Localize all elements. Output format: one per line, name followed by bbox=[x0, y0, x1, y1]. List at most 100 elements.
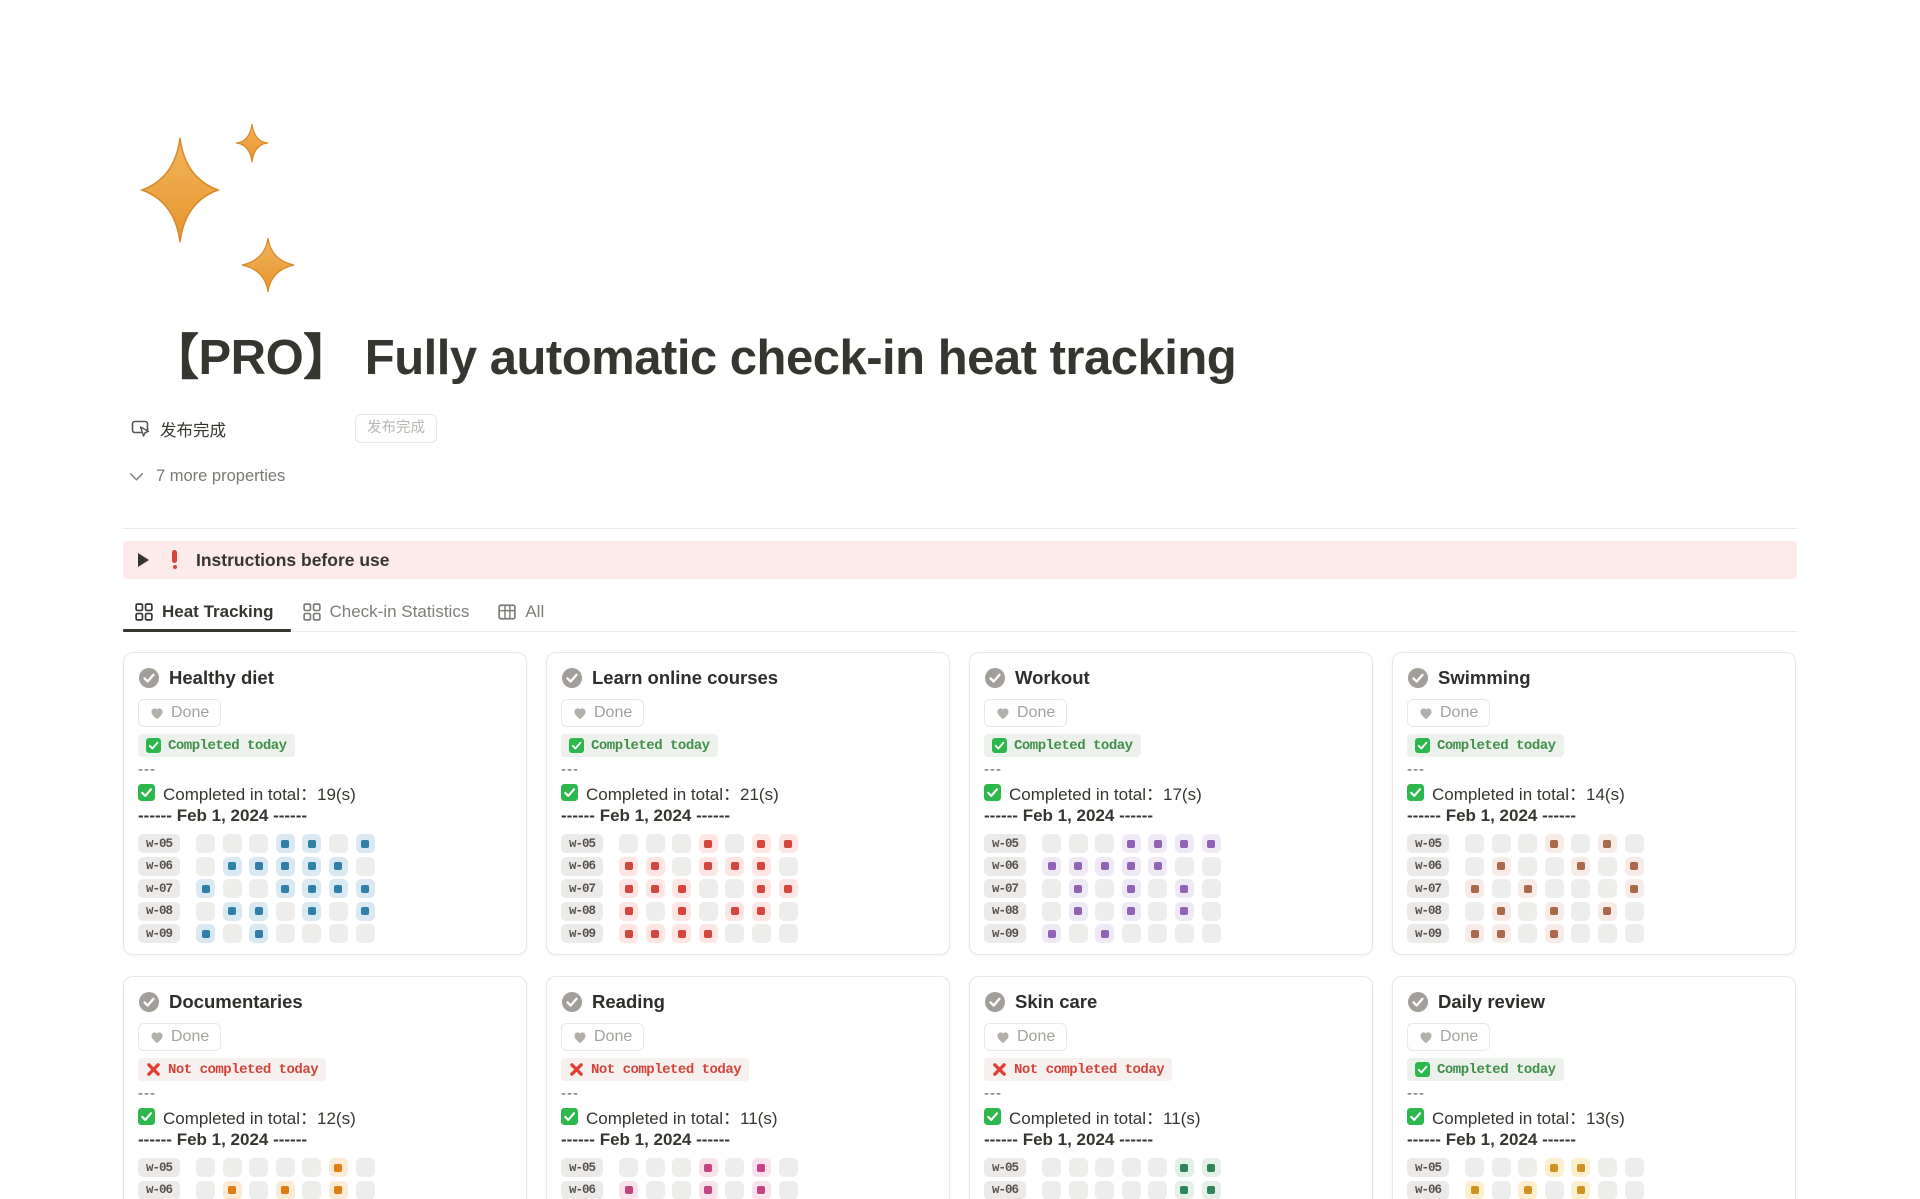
heat-cell-empty bbox=[302, 1180, 322, 1199]
total-text: Completed in total：12(s) bbox=[163, 1108, 356, 1128]
heat-cell-empty bbox=[275, 1158, 295, 1177]
chevron-down-icon bbox=[129, 472, 144, 481]
heat-dot bbox=[1180, 1163, 1189, 1172]
heat-cell-filled bbox=[698, 924, 718, 944]
habit-card[interactable]: Workout Done Completed today --- Compl bbox=[969, 652, 1373, 955]
heat-cell-filled bbox=[1148, 834, 1168, 853]
habit-card[interactable]: Swimming Done Completed today --- Comp bbox=[1392, 652, 1796, 955]
heat-cell-empty bbox=[1518, 1158, 1538, 1177]
heatmap-row: w-05 bbox=[138, 1158, 512, 1177]
heatmap-row: w-08 bbox=[561, 901, 935, 921]
heat-cell-filled bbox=[672, 924, 692, 944]
heat-cell-filled bbox=[751, 834, 771, 853]
heat-cell-filled bbox=[1465, 924, 1484, 944]
heat-dot bbox=[254, 907, 263, 916]
heat-cell-filled bbox=[1174, 834, 1194, 853]
tab-label: Heat Tracking bbox=[162, 602, 274, 621]
heat-cell-filled bbox=[1465, 1180, 1484, 1199]
week-label: w-09 bbox=[138, 924, 180, 944]
week-label: w-06 bbox=[984, 856, 1026, 876]
heat-dot bbox=[1523, 884, 1532, 893]
heat-dot bbox=[784, 839, 793, 848]
week-label: w-06 bbox=[138, 1180, 180, 1199]
heat-cell-filled bbox=[302, 856, 322, 876]
heatmap-row: w-06 bbox=[138, 1180, 512, 1199]
heatmap-row: w-06 bbox=[561, 1180, 935, 1199]
heat-cell-filled bbox=[751, 879, 771, 899]
heat-cell-filled bbox=[355, 901, 375, 921]
heat-dot bbox=[254, 929, 263, 938]
heat-cell-empty bbox=[1148, 901, 1168, 921]
heat-cell-empty bbox=[302, 924, 322, 944]
heat-cell-empty bbox=[1201, 879, 1221, 899]
habit-card[interactable]: Skin care Done Not completed today --- bbox=[969, 976, 1373, 1199]
heatmap: w-05 w-06 bbox=[138, 1158, 512, 1199]
separator-text: --- bbox=[138, 761, 156, 778]
status-text: Not completed today bbox=[591, 1061, 742, 1078]
heat-dot bbox=[1470, 884, 1479, 893]
tab-check-in-statistics[interactable]: Check-in Statistics bbox=[302, 602, 469, 622]
heat-cell-empty bbox=[1465, 834, 1484, 853]
heat-cell-filled bbox=[751, 856, 771, 876]
heat-cell-empty bbox=[222, 879, 242, 899]
heat-cell-filled bbox=[619, 1180, 638, 1199]
week-label: w-05 bbox=[561, 834, 603, 853]
heat-dot bbox=[361, 839, 370, 848]
toggle-triangle-icon[interactable] bbox=[138, 553, 149, 567]
check-circle-icon bbox=[562, 992, 582, 1012]
exclamation-icon bbox=[165, 550, 183, 570]
heat-cell-filled bbox=[698, 1180, 718, 1199]
more-properties-toggle[interactable]: 7 more properties bbox=[128, 467, 285, 486]
publish-button-property[interactable]: 发布完成 bbox=[131, 417, 226, 441]
publish-status-tag[interactable]: 发布完成 bbox=[355, 414, 437, 443]
heatmap-row: w-07 bbox=[138, 879, 512, 899]
heat-cell-filled bbox=[645, 924, 665, 944]
status-text: Completed today bbox=[1014, 737, 1133, 754]
total-text: Completed in total：11(s) bbox=[586, 1108, 778, 1128]
heat-cell-filled bbox=[778, 879, 798, 899]
habit-card[interactable]: Documentaries Done Not completed today -… bbox=[123, 976, 527, 1199]
divider bbox=[123, 528, 1797, 529]
habit-card[interactable]: Reading Done Not completed today --- C bbox=[546, 976, 950, 1199]
instructions-callout[interactable]: Instructions before use bbox=[123, 541, 1797, 579]
heat-cell-empty bbox=[249, 1180, 269, 1199]
heat-dot bbox=[730, 907, 739, 916]
heat-cell-filled bbox=[619, 901, 638, 921]
sparkles-emoji[interactable] bbox=[138, 112, 310, 298]
heat-dot bbox=[228, 907, 237, 916]
status-badge: Completed today bbox=[984, 734, 1141, 757]
heat-cell-filled bbox=[355, 834, 375, 853]
green-check-emoji bbox=[138, 1107, 155, 1125]
heatmap-row: w-05 bbox=[561, 1158, 935, 1177]
heat-cell-filled bbox=[1491, 924, 1511, 944]
heatmap-row: w-06 bbox=[138, 856, 512, 876]
page-title[interactable]: 【PRO】 Fully automatic check-in heat trac… bbox=[150, 331, 1237, 385]
heat-cell-empty bbox=[1491, 1158, 1511, 1177]
red-cross-emoji bbox=[570, 1063, 583, 1076]
card-title-row: Reading bbox=[561, 990, 935, 1014]
week-label: w-08 bbox=[1407, 901, 1449, 921]
heat-dot bbox=[624, 907, 633, 916]
heatmap: w-05 w-06 bbox=[561, 1158, 935, 1199]
heat-cell-filled bbox=[1624, 856, 1644, 876]
done-label: Done bbox=[1017, 704, 1056, 721]
heat-cell-empty bbox=[1544, 1180, 1564, 1199]
heatmap: w-05 w-06 w-07 w-08 w-09 bbox=[561, 834, 935, 944]
heat-dot bbox=[334, 884, 343, 893]
heat-cell-empty bbox=[1465, 1158, 1484, 1177]
habit-card[interactable]: Learn online courses Done Completed toda… bbox=[546, 652, 950, 955]
heat-dot bbox=[757, 1186, 766, 1195]
habit-card[interactable]: Healthy diet Done Completed today --- bbox=[123, 652, 527, 955]
habit-card[interactable]: Daily review Done Completed today --- bbox=[1392, 976, 1796, 1199]
heat-cell-filled bbox=[222, 901, 242, 921]
week-label: w-06 bbox=[561, 1180, 603, 1199]
status-text: Completed today bbox=[1437, 1061, 1556, 1078]
heat-cell-filled bbox=[1068, 856, 1088, 876]
heatmap-row: w-05 bbox=[984, 834, 1358, 853]
heat-cell-filled bbox=[751, 901, 771, 921]
tab-all[interactable]: All bbox=[498, 602, 544, 622]
heat-dot bbox=[334, 1163, 343, 1172]
heat-cell-empty bbox=[1491, 834, 1511, 853]
heat-dot bbox=[1630, 884, 1639, 893]
tab-heat-tracking[interactable]: Heat Tracking bbox=[135, 602, 274, 622]
